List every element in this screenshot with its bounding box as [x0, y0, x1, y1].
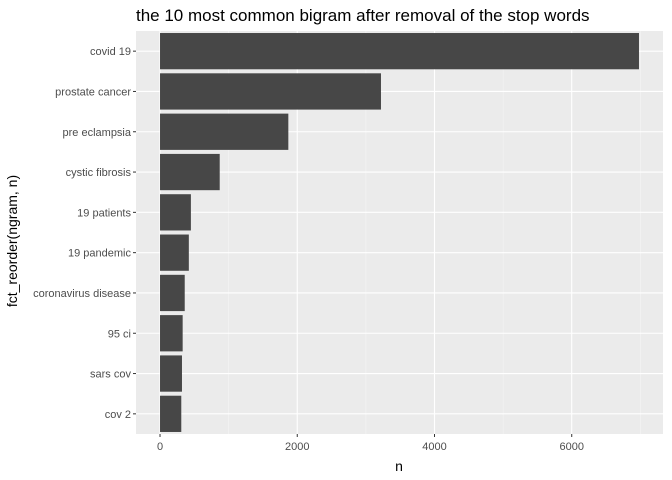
bar-sars-cov — [160, 355, 182, 392]
y-tick-label: coronavirus disease — [33, 288, 131, 300]
y-tick-label: covid 19 — [90, 46, 131, 58]
x-tick-label: 4000 — [422, 441, 446, 453]
x-tick-label: 0 — [157, 441, 163, 453]
y-axis-title: fct_reorder(ngram, n) — [4, 175, 20, 307]
bar-95-ci — [160, 315, 183, 352]
x-axis-title: n — [395, 458, 403, 474]
bar-cystic-fibrosis — [160, 153, 220, 191]
y-tick-label: sars cov — [90, 369, 131, 381]
x-tick-label: 2000 — [285, 441, 309, 453]
bar-19-patients — [160, 194, 191, 231]
bar-cov-2 — [160, 395, 182, 432]
y-tick-label: pre eclampsia — [63, 127, 132, 139]
chart-title: the 10 most common bigram after removal … — [136, 6, 590, 25]
y-tick-label: prostate cancer — [55, 86, 131, 98]
y-tick-label: 95 ci — [108, 328, 131, 340]
bar-pre-eclampsia — [160, 113, 289, 150]
bar-coronavirus-disease — [160, 274, 185, 312]
x-tick-label: 6000 — [559, 441, 583, 453]
y-tick-label: cystic fibrosis — [66, 167, 132, 179]
y-tick-label: cov 2 — [105, 409, 131, 421]
bars — [160, 33, 639, 432]
y-tick-label: 19 patients — [77, 207, 131, 219]
y-tick-label: 19 pandemic — [68, 248, 131, 260]
bar-covid-19 — [160, 33, 639, 70]
bar-19-pandemic — [160, 234, 189, 271]
x-axis: 0 2000 4000 6000 — [157, 434, 584, 453]
bar-prostate-cancer — [160, 73, 381, 110]
y-axis: covid 19 prostate cancer pre eclampsia cyst… — [33, 46, 136, 421]
